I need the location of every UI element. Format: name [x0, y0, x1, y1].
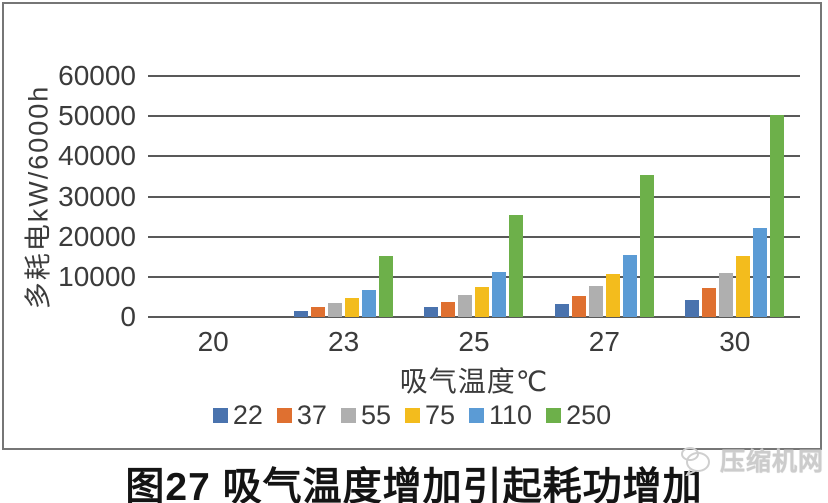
bar-series-55-cat-30 — [719, 273, 734, 317]
legend-label-75: 75 — [424, 400, 456, 430]
y-tick-20000: 20000 — [58, 221, 136, 252]
legend-label-110: 110 — [489, 400, 533, 430]
y-tick-50000: 50000 — [58, 100, 136, 131]
legend-item-75: 75 — [404, 400, 456, 430]
legend-label-55: 55 — [360, 400, 391, 430]
bar-series-75-cat-23 — [345, 298, 360, 317]
bar-series-37-cat-27 — [571, 296, 586, 317]
y-tick-10000: 10000 — [58, 261, 136, 292]
gridline-40000 — [148, 155, 800, 157]
chart-frame: 多耗电kW/6000h 0 10000 20000 30000 40000 50000 60… — [2, 2, 822, 450]
legend: 22 37 55 75 110 250 — [4, 402, 820, 429]
bar-series-110-cat-30 — [753, 228, 768, 317]
legend-swatch-55 — [340, 408, 356, 423]
bar-series-250-cat-27 — [639, 175, 654, 317]
y-tick-30000: 30000 — [58, 181, 136, 212]
bar-series-37-cat-25 — [441, 302, 456, 317]
legend-label-250: 250 — [566, 400, 612, 430]
plot-area — [148, 75, 800, 318]
legend-swatch-75 — [404, 408, 420, 423]
legend-item-37: 37 — [276, 400, 327, 430]
legend-item-22: 22 — [212, 400, 263, 430]
legend-swatch-250 — [546, 408, 562, 423]
gridline-0 — [148, 316, 800, 318]
x-tick-25: 25 — [458, 326, 490, 357]
bar-series-110-cat-23 — [362, 290, 377, 317]
watermark: 压缩机网 — [676, 442, 824, 478]
bar-series-22-cat-23 — [294, 311, 309, 317]
y-tick-40000: 40000 — [58, 140, 136, 171]
legend-swatch-110 — [469, 408, 485, 423]
watermark-text: 压缩机网 — [719, 448, 824, 476]
y-tick-60000: 60000 — [58, 60, 136, 91]
legend-item-55: 55 — [340, 400, 391, 430]
x-tick-27: 27 — [588, 326, 620, 357]
legend-item-110: 110 — [469, 402, 532, 429]
y-tick-0: 0 — [120, 301, 136, 332]
legend-label-37: 37 — [296, 400, 327, 430]
bar-series-110-cat-25 — [492, 272, 507, 317]
bar-series-22-cat-25 — [424, 307, 439, 317]
bar-group-30 — [670, 76, 800, 317]
figure-caption: 图27 吸气温度增加引起耗功增加 — [125, 466, 703, 503]
bar-group-20 — [148, 76, 278, 317]
bar-series-55-cat-25 — [458, 295, 473, 317]
gridline-50000 — [148, 115, 800, 117]
legend-item-250: 250 — [546, 402, 611, 429]
gridline-20000 — [148, 236, 800, 238]
x-tick-30: 30 — [719, 326, 751, 357]
bar-series-250-cat-25 — [509, 215, 524, 317]
x-tick-20: 20 — [197, 326, 229, 357]
bar-series-22-cat-27 — [554, 304, 569, 317]
bar-series-250-cat-23 — [379, 256, 394, 317]
gridline-60000 — [148, 75, 800, 77]
gridline-30000 — [148, 196, 800, 198]
legend-swatch-37 — [276, 408, 292, 423]
bar-series-22-cat-30 — [685, 300, 700, 317]
bar-series-75-cat-27 — [605, 274, 620, 317]
bar-series-110-cat-27 — [622, 255, 637, 317]
x-axis-title: 吸气温度℃ — [399, 366, 549, 397]
bar-series-37-cat-23 — [311, 307, 326, 317]
bar-group-23 — [278, 76, 408, 317]
legend-label-22: 22 — [232, 400, 263, 430]
legend-swatch-22 — [212, 408, 228, 423]
bar-series-75-cat-25 — [475, 287, 490, 317]
bar-series-37-cat-30 — [702, 288, 717, 317]
bar-series-75-cat-30 — [736, 256, 751, 317]
gridline-10000 — [148, 276, 800, 278]
bar-group-25 — [409, 76, 539, 317]
bar-series-55-cat-27 — [588, 286, 603, 317]
bubble-logo-icon — [680, 447, 710, 476]
bar-series-55-cat-23 — [328, 303, 343, 317]
bar-series-250-cat-30 — [770, 115, 785, 317]
bar-group-27 — [539, 76, 669, 317]
x-tick-23: 23 — [328, 326, 360, 357]
